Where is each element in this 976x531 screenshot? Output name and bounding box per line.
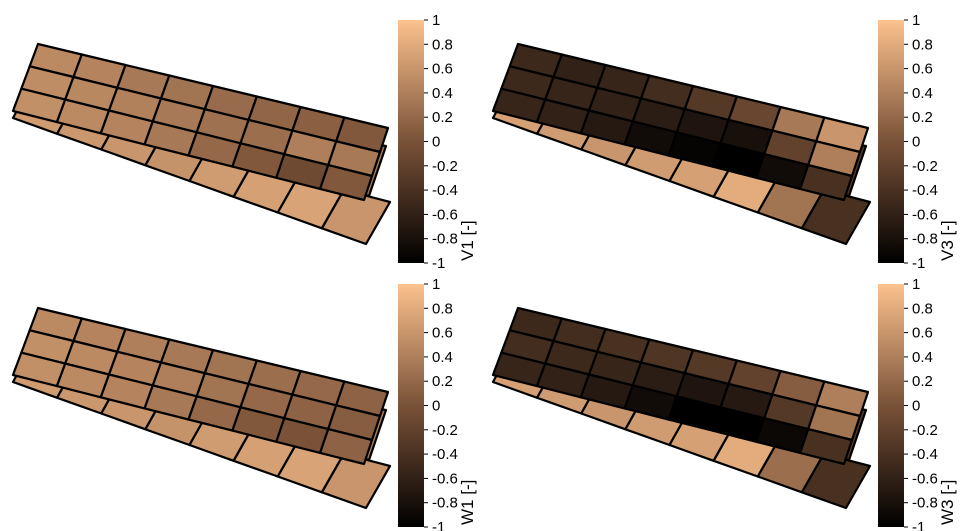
colorbar-tick-label: 0.2 (912, 373, 933, 390)
colorbar-tick-label: 0.2 (432, 109, 453, 126)
colorbar-tick-label: 0.6 (432, 325, 453, 342)
colorbar-tick-label: 0.8 (432, 36, 453, 53)
colorbar-tick-label: 0.2 (912, 109, 933, 126)
colorbar-tick-label: -0.2 (912, 158, 938, 175)
colorbar-tick-label: -0.4 (912, 446, 938, 463)
colorbar-tick-label: -1 (432, 255, 445, 272)
panel-3 (11, 306, 392, 510)
colorbar-tick-label: -0.8 (912, 231, 938, 248)
colorbar-label: V3 [-] (938, 220, 957, 261)
colorbar-gradient (878, 20, 904, 263)
colorbar-tick-label: 0 (912, 134, 920, 151)
colorbar-label: V1 [-] (458, 220, 477, 261)
colorbar-tick-label: 0 (432, 134, 440, 151)
top-layer-cell (319, 164, 374, 202)
colorbar: 1 0.8 0.6 0.4 0.2 0 -0.2 -0.4 -0.6 -0.8 -1 W1 [-] (398, 276, 477, 531)
colorbar-tick-label: 0.8 (912, 300, 933, 317)
colorbar-tick-label: -0.2 (912, 422, 938, 439)
colorbar: 1 0.8 0.6 0.4 0.2 0 -0.2 -0.4 -0.6 -0.8 -1 V1 [-] (398, 12, 477, 272)
panel-4 (491, 306, 872, 510)
colorbar-tick-label: 1 (912, 12, 920, 29)
colorbar-tick-label: -0.6 (432, 206, 458, 223)
colorbar-tick-label: 0.2 (432, 373, 453, 390)
colorbar-tick-label: -0.6 (432, 470, 458, 487)
bottom-layer-cell (800, 452, 872, 510)
colorbar-gradient (878, 284, 904, 527)
colorbar-gradient (398, 284, 424, 527)
colorbar-tick-label: 0.6 (912, 325, 933, 342)
colorbar-tick-label: -0.6 (912, 470, 938, 487)
colorbar: 1 0.8 0.6 0.4 0.2 0 -0.2 -0.4 -0.6 -0.8 -1 W3 [-] (878, 276, 957, 531)
colorbar-gradient (398, 20, 424, 263)
bottom-layer-cell (800, 188, 872, 246)
colorbar-tick-label: 1 (912, 276, 920, 293)
colorbar-tick-label: 0.4 (912, 85, 933, 102)
top-layer-cell (798, 164, 854, 202)
colorbar-tick-label: 0.4 (432, 349, 453, 366)
top-layer-cell (798, 428, 854, 466)
colorbar-tick-label: 1 (432, 12, 440, 29)
panel-2 (491, 42, 872, 246)
colorbar-tick-label: -0.2 (432, 422, 458, 439)
colorbar-label: W3 [-] (938, 480, 957, 525)
colorbar-tick-label: -1 (912, 255, 925, 272)
colorbar-tick-label: -0.4 (432, 446, 458, 463)
colorbar-tick-label: 0.6 (432, 61, 453, 78)
colorbar-tick-label: -1 (432, 519, 445, 531)
bottom-layer-cell (320, 452, 392, 510)
panel-1 (11, 42, 392, 246)
colorbar-tick-label: 1 (432, 276, 440, 293)
colorbar-tick-label: 0.4 (912, 349, 933, 366)
colorbar-tick-label: -0.4 (432, 182, 458, 199)
colorbar-label: W1 [-] (458, 480, 477, 525)
colorbar-tick-label: 0.8 (912, 36, 933, 53)
colorbar-tick-label: -0.8 (432, 231, 458, 248)
colorbar-tick-label: 0.4 (432, 85, 453, 102)
colorbar-tick-label: -0.2 (432, 158, 458, 175)
bottom-layer-cell (320, 188, 392, 246)
colorbar-tick-label: 0 (912, 398, 920, 415)
colorbar-tick-label: 0.6 (912, 61, 933, 78)
top-layer-cell (319, 428, 374, 466)
colorbar-tick-label: -0.8 (432, 495, 458, 512)
colorbar-tick-label: -0.8 (912, 495, 938, 512)
colorbar: 1 0.8 0.6 0.4 0.2 0 -0.2 -0.4 -0.6 -0.8 -1 V3 [-] (878, 12, 957, 272)
colorbar-tick-label: 0.8 (432, 300, 453, 317)
colorbar-tick-label: -0.4 (912, 182, 938, 199)
colorbar-tick-label: -1 (912, 519, 925, 531)
colorbar-tick-label: 0 (432, 398, 440, 415)
colorbar-tick-label: -0.6 (912, 206, 938, 223)
